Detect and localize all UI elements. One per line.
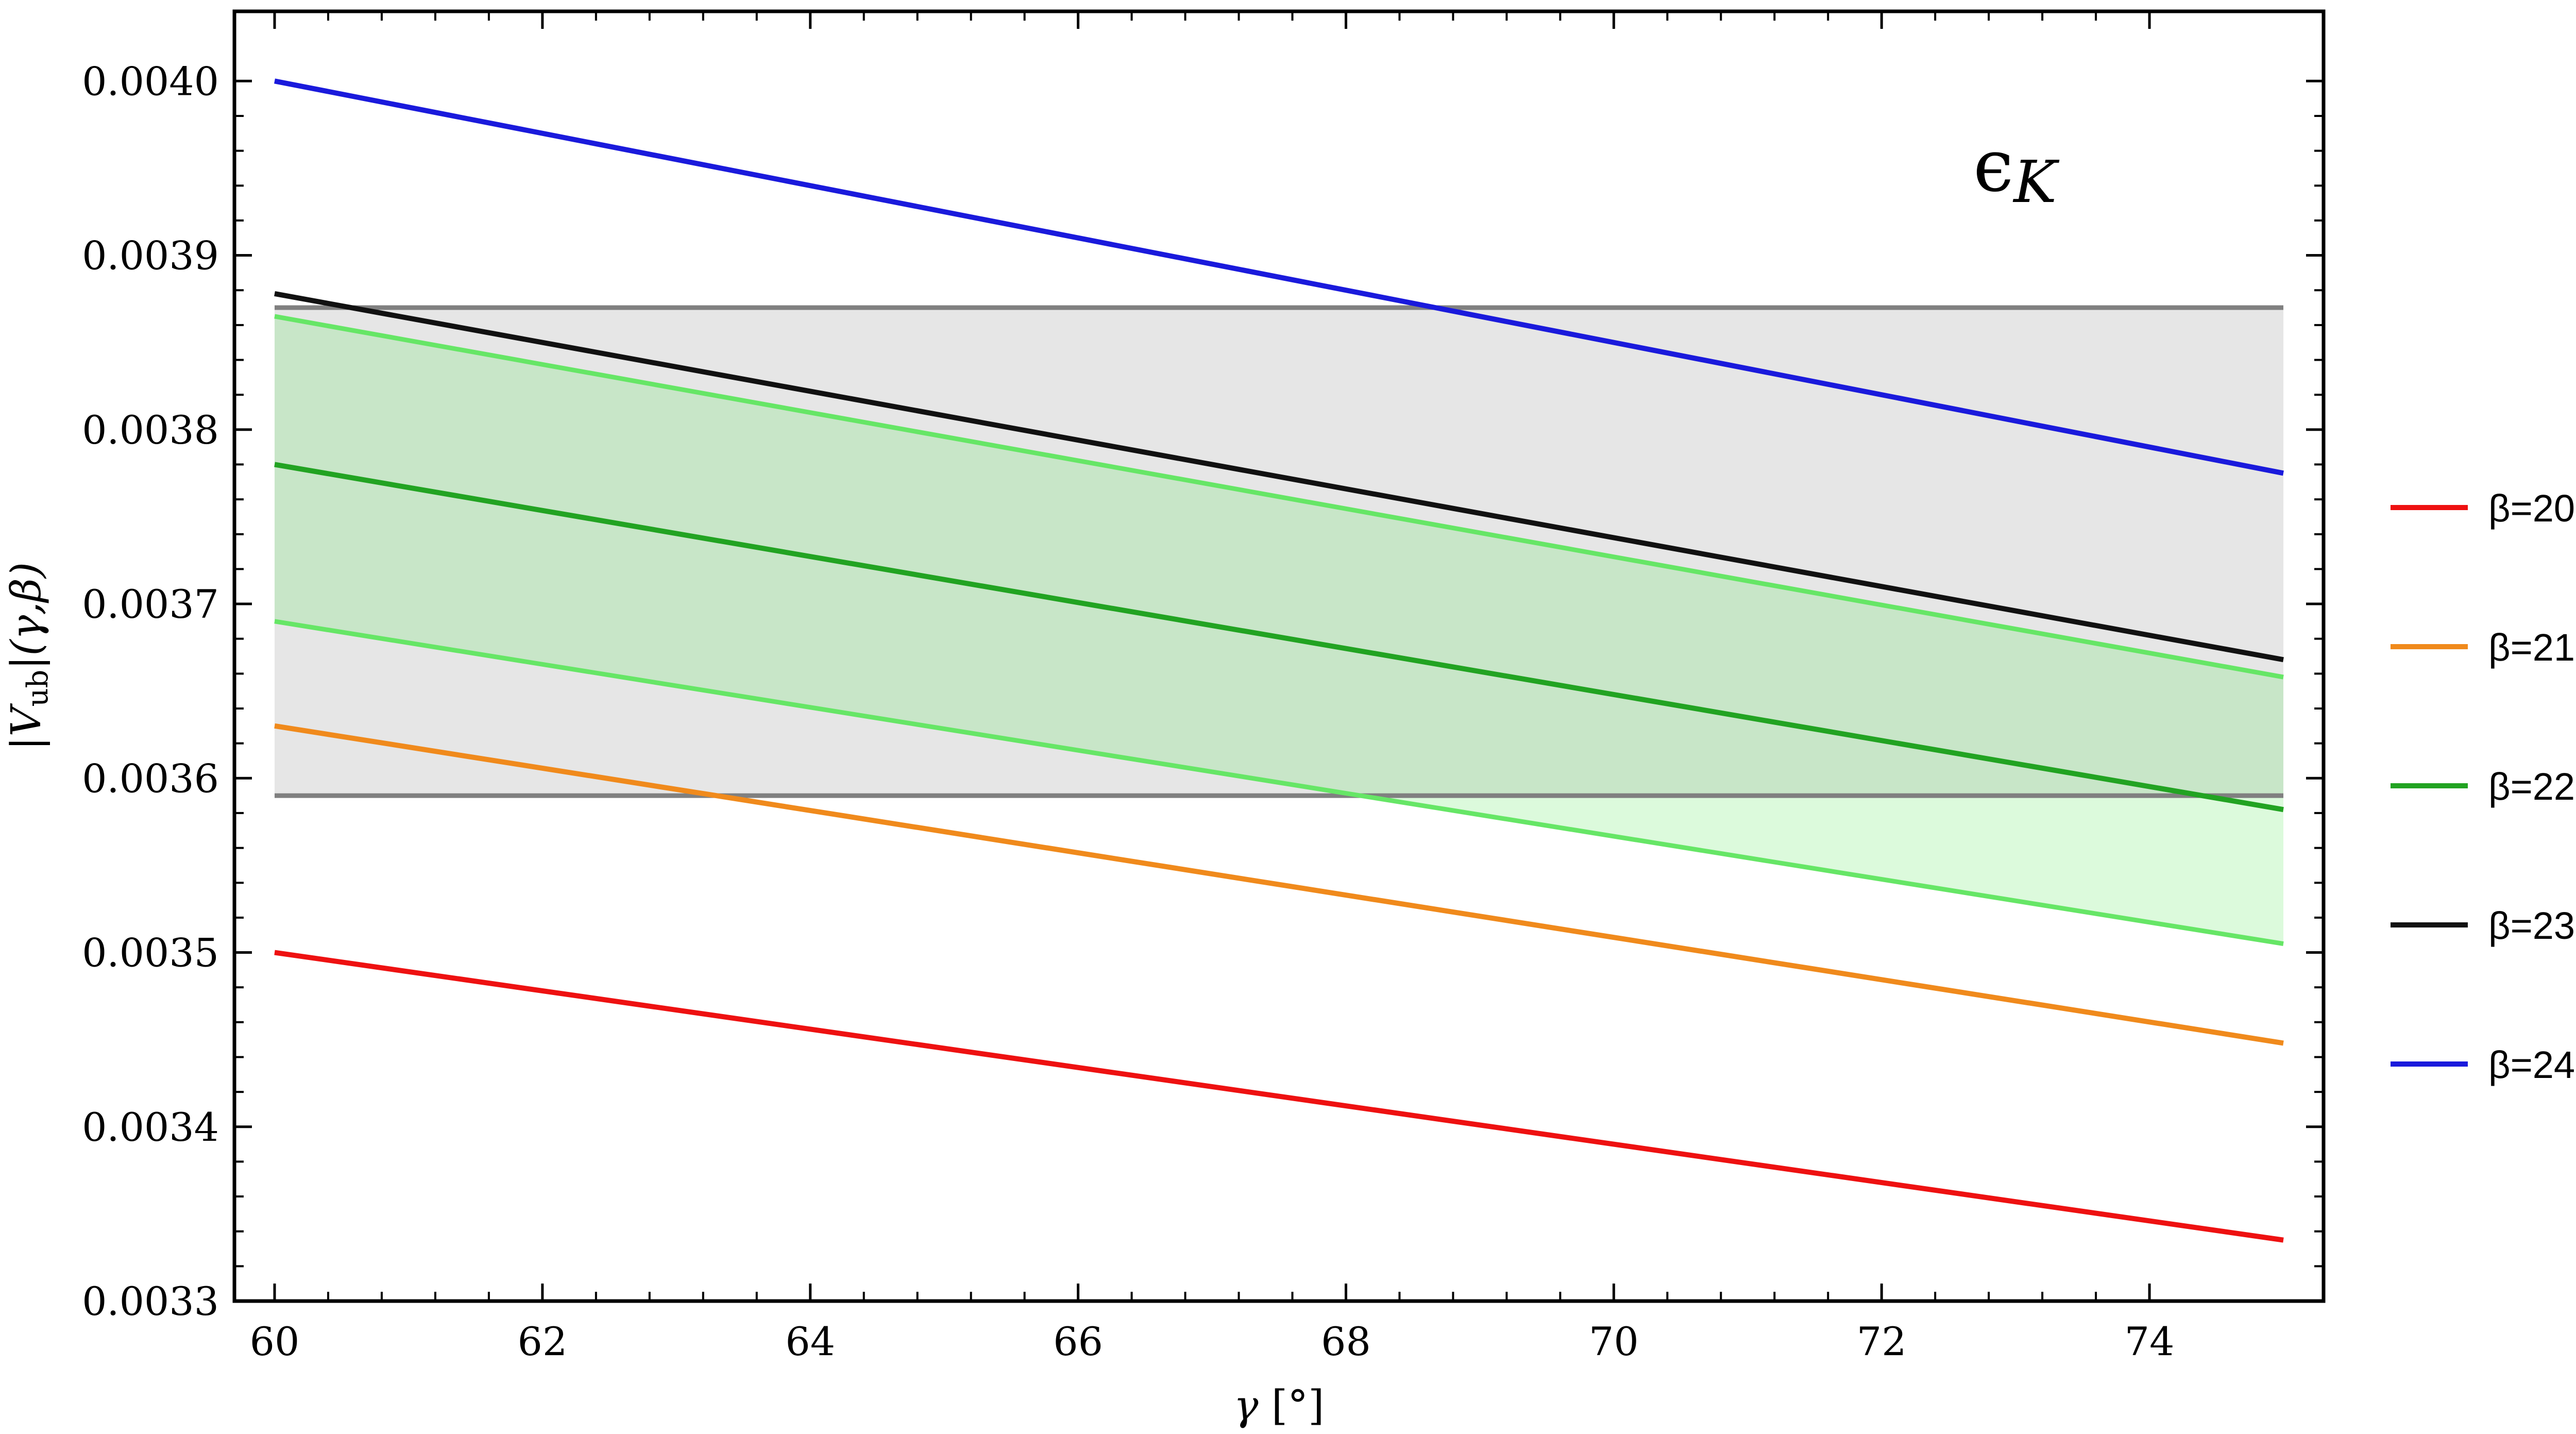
y-axis-title: |Vub|(γ,β) (2, 562, 55, 751)
y-tick-label: 0.0037 (82, 581, 219, 627)
y-axis-title-sub: ub (21, 670, 55, 707)
x-tick-label: 60 (250, 1319, 300, 1364)
x-tick-label: 66 (1053, 1319, 1103, 1364)
x-axis-title-gamma: γ (1234, 1381, 1259, 1429)
annotation-epsilon: ϵ (1973, 124, 2013, 208)
x-axis-title: γ [°] (1234, 1381, 1325, 1429)
green-band-overlap (274, 316, 2284, 796)
x-axis-title-unit: [°] (1258, 1381, 1324, 1429)
x-ticks: 60 62 64 66 68 70 72 74 (250, 11, 2175, 1364)
x-tick-label: 68 (1321, 1319, 1371, 1364)
green-band-lower-edge (274, 619, 2284, 947)
legend: β=20° β=21° β=22.2° β=23° β=24° (2391, 487, 2576, 1086)
axes: 60 62 64 66 68 70 72 74 0.00330.00340.00350.003… (82, 9, 2326, 1364)
x-tick-label: 64 (785, 1319, 835, 1364)
y-tick-label: 0.0033 (82, 1278, 219, 1324)
annotation-epsilon-k: ϵK (1973, 124, 2060, 216)
x-tick-label: 74 (2125, 1319, 2175, 1364)
y-tick-label: 0.0035 (82, 930, 219, 976)
series-line-beta-24 (274, 78, 2284, 476)
plot-frame (232, 9, 2326, 1303)
x-tick-label: 70 (1589, 1319, 1639, 1364)
y-axis-title-v: V (2, 703, 50, 736)
y-ticks: 0.0033 0.0034 0.0035 0.0036 0.0037 0.0038 0.00… (82, 58, 2324, 1324)
series-line-beta-22-2 (274, 462, 2284, 813)
legend-label: β=22.2° (2488, 765, 2576, 808)
legend-label: β=23° (2488, 904, 2576, 947)
series-line-beta-23 (274, 291, 2284, 663)
y-tick-label: 0.0036 (82, 755, 219, 801)
y-tick-label: 0.0034 (82, 1104, 219, 1150)
series-lines (274, 78, 2284, 1243)
x-tick-label: 72 (1857, 1319, 1907, 1364)
y-axis-title-bar-open: | (2, 736, 50, 750)
legend-label: β=21° (2488, 626, 2576, 669)
y-axis-title-bar-close: | (2, 656, 50, 670)
y-tick-label: 0.0039 (82, 233, 219, 279)
plot-area (274, 78, 2284, 1243)
annotation-subscript: K (2012, 149, 2060, 216)
x-tick-label: 62 (517, 1319, 567, 1364)
legend-label: β=24° (2488, 1043, 2576, 1086)
y-axis-title-args: (γ,β) (2, 562, 50, 656)
y-tick-label: 0.0038 (82, 407, 219, 453)
legend-label: β=20° (2488, 487, 2576, 530)
series-line-beta-20 (274, 950, 2284, 1243)
series-line-beta-21 (274, 723, 2284, 1046)
y-tick-label: 0.0040 (82, 58, 219, 104)
green-band-upper-edge (274, 314, 2284, 680)
